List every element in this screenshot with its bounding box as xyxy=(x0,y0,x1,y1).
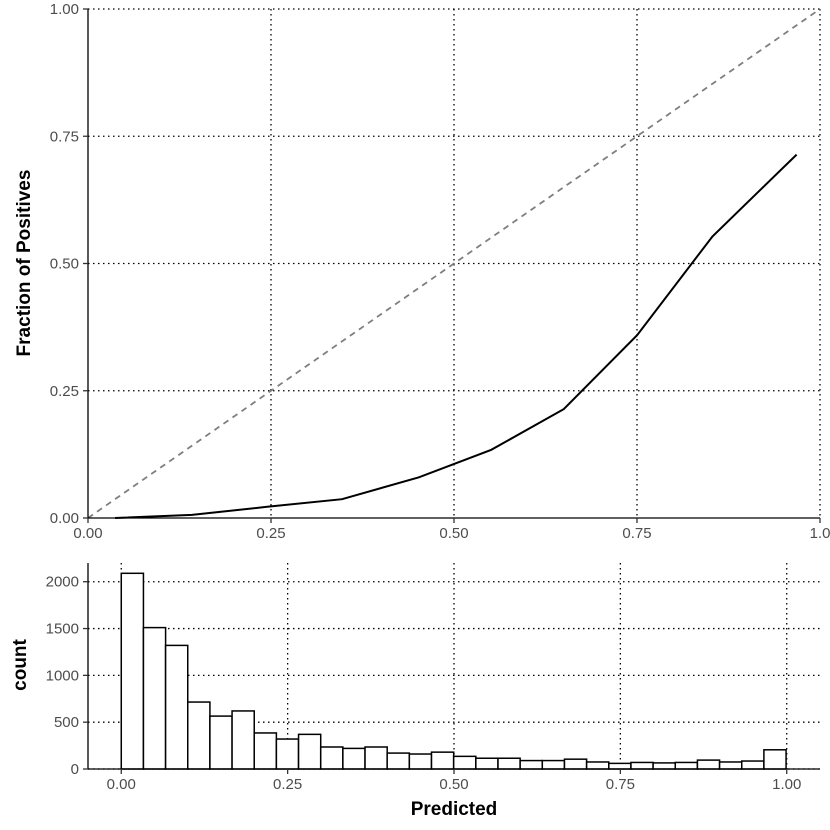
histogram-bar xyxy=(718,761,743,770)
calibration-x-tick-label: 0.50 xyxy=(439,525,468,542)
histogram-bar xyxy=(541,759,566,770)
histogram-bar xyxy=(364,746,388,770)
histogram-bar xyxy=(342,747,366,770)
histogram-x-tick-label: 0.75 xyxy=(606,776,635,793)
histogram-bar xyxy=(652,762,677,770)
histogram-y-axis-title: count xyxy=(10,638,31,690)
calibration-x-tick-label: 0.25 xyxy=(256,525,285,542)
histogram-x-tick-label: 0.50 xyxy=(439,776,468,793)
histogram-bar xyxy=(120,572,145,770)
histogram-y-tick-label: 1000 xyxy=(46,667,79,684)
histogram-bar xyxy=(319,746,344,770)
histogram-bar xyxy=(608,762,632,770)
histogram-bar xyxy=(187,701,211,770)
histogram-bar xyxy=(386,752,411,770)
calibration-panel: 0.00 0.25 0.50 0.75 1.0 0.00 0.25 0.50 0.75 1.00 xyxy=(50,1,830,542)
calibration-x-tick-label: 0.00 xyxy=(73,525,102,542)
histogram-bar xyxy=(763,749,787,770)
histogram-y-tick-label: 1500 xyxy=(46,621,79,638)
calibration-y-tick-label: 0.75 xyxy=(50,128,79,145)
calibration-y-tick-label: 0.50 xyxy=(50,256,79,273)
calibration-y-axis-title: Fraction of Positives xyxy=(14,170,35,357)
histogram-bar xyxy=(253,732,278,770)
calibration-y-tick-label: 0.25 xyxy=(50,383,79,400)
histogram-bar xyxy=(430,751,455,770)
histogram-bar xyxy=(209,715,233,770)
histogram-bar xyxy=(630,761,654,770)
histogram-bar xyxy=(585,761,610,770)
calibration-y-tick-label: 1.00 xyxy=(50,1,79,18)
histogram-bar xyxy=(475,757,499,770)
histogram-y-tick-label: 2000 xyxy=(46,574,79,591)
histogram-bar xyxy=(164,644,189,770)
histogram-bar xyxy=(740,760,765,770)
calibration-x-tick-label: 1.0 xyxy=(810,525,830,542)
histogram-y-tick-label: 500 xyxy=(54,714,79,731)
histogram-bar xyxy=(408,753,433,770)
calibration-x-tick-label: 0.75 xyxy=(622,525,651,542)
histogram-bar xyxy=(497,757,521,770)
histogram-bar xyxy=(674,761,699,770)
histogram-bar xyxy=(563,758,588,770)
histogram-x-tick-label: 0.00 xyxy=(107,776,136,793)
histogram-x-axis-title: Predicted xyxy=(411,799,498,820)
histogram-bar xyxy=(696,759,721,770)
histogram-y-tick-label: 0 xyxy=(71,761,79,778)
histogram-bar xyxy=(519,759,544,770)
histogram-x-tick-label: 1.00 xyxy=(772,776,801,793)
histogram-bar xyxy=(275,738,300,770)
histogram-bar xyxy=(452,755,477,770)
histogram-panel: 0.00 0.25 0.50 0.75 1.00 0 500 1000 1500 2000 xyxy=(46,563,820,793)
perfect-calibration-line xyxy=(87,8,821,519)
histogram-bar xyxy=(231,710,255,770)
histogram-bar xyxy=(297,733,322,770)
calibration-y-tick-label: 0.00 xyxy=(50,510,79,527)
calibration-curve xyxy=(115,153,798,519)
histogram-x-tick-label: 0.25 xyxy=(273,776,302,793)
histogram-bar xyxy=(142,626,167,770)
